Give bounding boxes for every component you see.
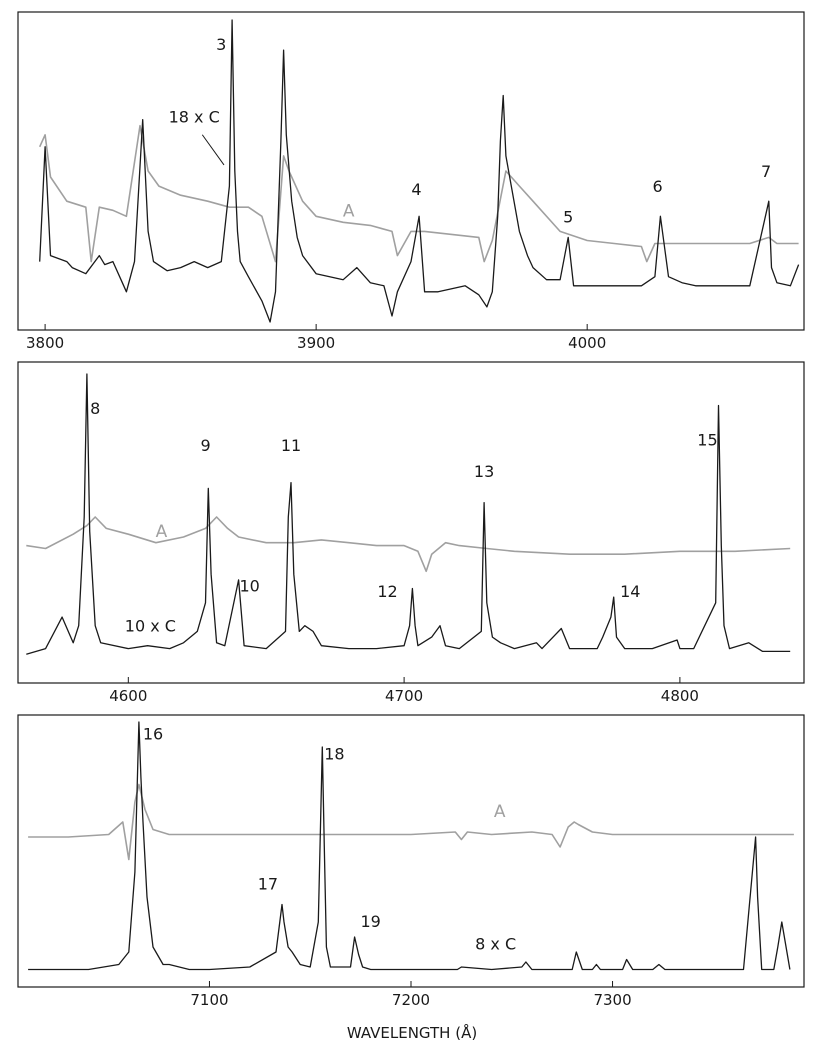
panel-top: 3800 3900 4000 3 4 5 6 7 18 x C A	[17, 11, 805, 352]
x-tick-label: 4800	[661, 687, 699, 705]
panel-frame	[17, 11, 805, 331]
panel-bottom: 7100 7200 7300 16 17 18 19 8 x C A	[17, 714, 805, 1009]
series-label-a: A	[343, 201, 355, 221]
line-number-label: 15	[697, 431, 717, 450]
line-number-label: 8	[90, 399, 100, 418]
series-label-a: A	[494, 802, 506, 822]
line-number-label: 18	[324, 745, 344, 764]
series-line-c	[39, 19, 800, 323]
line-number-label: 4	[411, 180, 421, 199]
series-line-c	[26, 373, 791, 655]
line-number-label: 9	[200, 436, 210, 455]
x-axis-label: WAVELENGTH (Å)	[347, 1023, 477, 1042]
series-label-c: 10 x C	[125, 616, 176, 635]
x-tick-label: 4700	[385, 687, 423, 705]
line-number-label: 3	[216, 35, 226, 54]
line-number-label: 13	[474, 462, 494, 481]
series-line-c	[28, 721, 791, 971]
series-line-a	[38, 124, 799, 263]
series-label-c: 8 x C	[475, 935, 516, 954]
x-tick-label: 7300	[593, 991, 631, 1009]
line-number-label: 12	[377, 582, 397, 601]
series-line-a	[26, 516, 791, 573]
series-label-a: A	[156, 522, 168, 542]
x-tick-label: 7200	[392, 991, 430, 1009]
series-label-c: 18 x C	[169, 108, 220, 127]
x-tick-label: 3800	[26, 334, 64, 352]
panel-frame	[17, 361, 805, 684]
line-number-label: 6	[653, 177, 663, 196]
line-number-label: 19	[361, 912, 381, 931]
x-tick-label: 7100	[190, 991, 228, 1009]
line-number-label: 14	[620, 582, 640, 601]
line-number-label: 10	[239, 576, 259, 595]
x-tick-label: 4000	[568, 334, 606, 352]
line-number-label: 5	[563, 207, 573, 226]
x-tick-label: 3900	[297, 334, 335, 352]
line-number-label: 16	[143, 725, 163, 744]
line-number-label: 11	[281, 436, 301, 455]
x-tick-label: 4600	[109, 687, 147, 705]
panel-middle: 4600 4700 4800 8 9 10 11 12 13 14 15 10 x C A	[17, 361, 805, 705]
line-number-label: 17	[258, 875, 278, 894]
label-leader-line	[201, 134, 225, 166]
line-number-label: 7	[761, 162, 771, 181]
series-line-a	[28, 783, 794, 861]
